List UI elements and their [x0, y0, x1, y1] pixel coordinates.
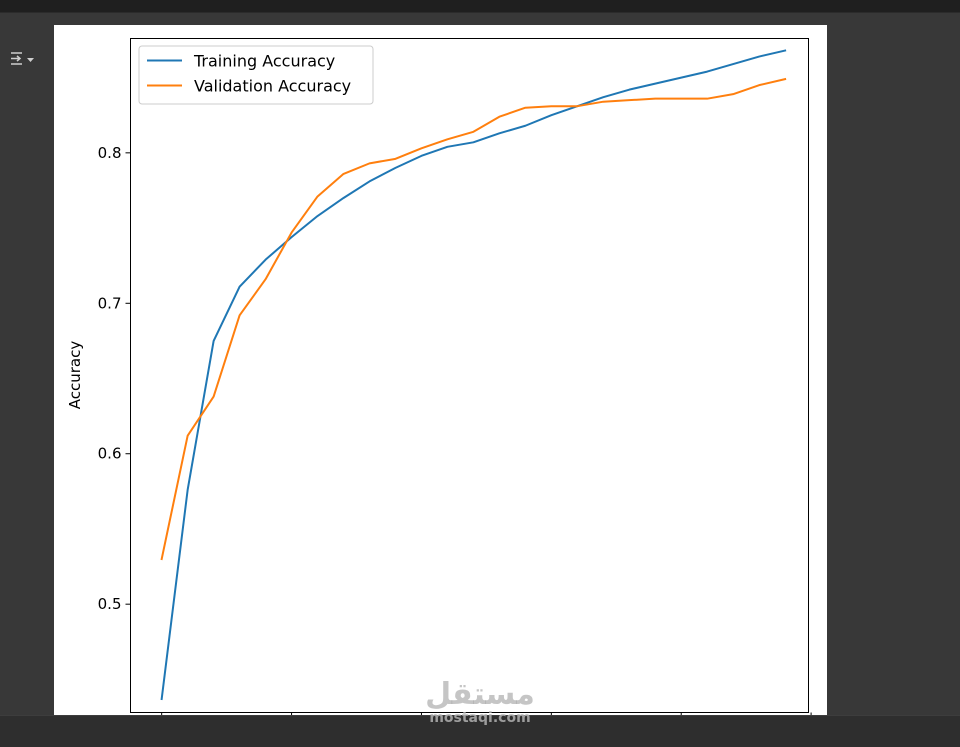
series-line-1 [160, 77, 787, 561]
y-axis: 0.5 0.6 0.7 0.8 [98, 144, 131, 613]
legend-label-0: Training Accuracy [193, 52, 335, 71]
top-toolbar [0, 0, 960, 13]
legend-label-1: Validation Accuracy [194, 77, 351, 96]
plot-frame [130, 38, 809, 713]
y-axis-label: Accuracy [66, 341, 84, 410]
y-tick-label: 0.8 [98, 144, 122, 162]
bottom-toolbar [0, 715, 960, 747]
output-toggle-button[interactable] [8, 48, 38, 74]
y-tick-label: 0.6 [98, 445, 122, 463]
y-tick-label: 0.7 [98, 294, 122, 312]
plot-lines [160, 49, 787, 701]
x-axis [161, 712, 812, 715]
legend: Training Accuracy Validation Accuracy [138, 45, 374, 105]
legend-box [138, 45, 374, 105]
output-toggle-icon [11, 52, 34, 65]
figure-output: 0.5 0.6 0.7 0.8 Accuracy Training Accuracy V… [54, 25, 827, 715]
accuracy-chart: 0.5 0.6 0.7 0.8 Accuracy Training Accuracy V… [66, 38, 812, 715]
y-tick-label: 0.5 [98, 595, 122, 613]
series-line-0 [160, 49, 787, 701]
